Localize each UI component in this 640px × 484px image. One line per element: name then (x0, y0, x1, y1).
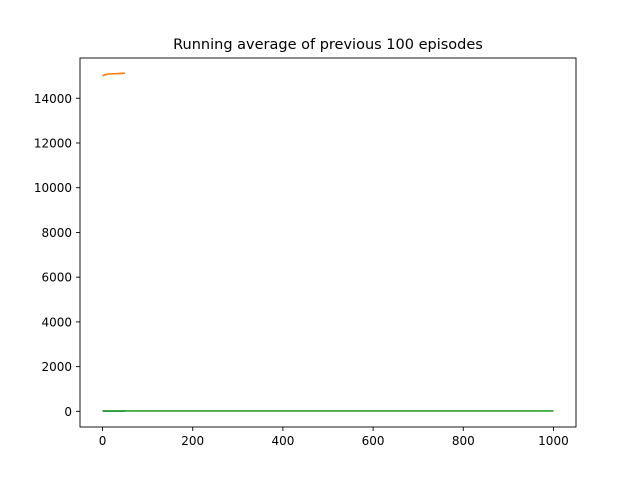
y-tick-label: 8000 (41, 226, 72, 240)
x-tick-label: 400 (271, 434, 294, 448)
x-tick-label: 200 (181, 434, 204, 448)
y-tick-label: 10000 (34, 181, 72, 195)
x-tick-label: 0 (99, 434, 107, 448)
y-tick-label: 12000 (34, 136, 72, 150)
x-tick-label: 600 (362, 434, 385, 448)
x-tick-label: 800 (452, 434, 475, 448)
x-tick-label: 1000 (538, 434, 569, 448)
y-tick-label: 0 (64, 405, 72, 419)
y-tick-label: 2000 (41, 360, 72, 374)
y-tick-label: 6000 (41, 271, 72, 285)
y-tick-label: 4000 (41, 315, 72, 329)
y-tick-label: 14000 (34, 92, 72, 106)
chart-title: Running average of previous 100 episodes (173, 37, 483, 53)
